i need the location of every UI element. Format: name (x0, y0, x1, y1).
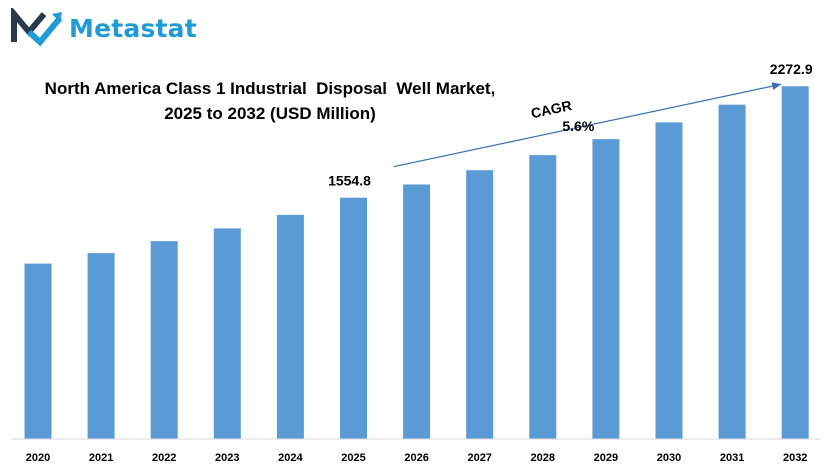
data-labels: 1554.8 2272.9 (328, 61, 813, 188)
x-tick-label-2032: 2032 (783, 452, 807, 464)
cagr-arrow-line (393, 83, 782, 168)
x-tick-labels: 2020 2021 2022 2023 2024 2025 2026 2027 2028 2029… (26, 452, 808, 464)
bar-2021 (87, 253, 115, 439)
x-tick-label-2030: 2030 (657, 452, 681, 464)
brand-name: Metastat (69, 13, 197, 43)
x-tick-label-2024: 2024 (278, 452, 303, 464)
x-tick-label-2028: 2028 (531, 452, 555, 464)
data-label-2032: 2272.9 (770, 61, 813, 77)
bar-2023 (213, 228, 241, 439)
cagr-value: 5.6% (562, 118, 594, 134)
cagr-arrow-head (771, 82, 782, 91)
chart-title: North America Class 1 Industrial Disposa… (20, 76, 520, 126)
data-label-2025: 1554.8 (328, 173, 371, 189)
bar-2029 (592, 139, 620, 439)
bar-2025 (340, 197, 367, 439)
bar-2031 (718, 104, 746, 439)
x-tick-label-2027: 2027 (467, 452, 491, 464)
chart-title-line-1: North America Class 1 Industrial Disposa… (44, 79, 496, 98)
bar-2032 (781, 86, 809, 440)
bar-2027 (466, 170, 494, 439)
x-tick-label-2023: 2023 (215, 452, 239, 464)
metastat-logo: Metastat (10, 8, 197, 48)
bar-2024 (276, 214, 304, 439)
bar-2026 (403, 184, 431, 439)
bar-2020 (24, 263, 52, 439)
x-tick-label-2025: 2025 (341, 452, 365, 464)
chart-title-line-2: 2025 to 2032 (USD Million) (164, 104, 376, 123)
bar-2028 (529, 155, 557, 439)
metastat-logo-icon (11, 8, 63, 47)
x-tick-label-2026: 2026 (404, 452, 428, 464)
bar-2030 (655, 122, 683, 439)
x-tick-label-2029: 2029 (594, 452, 618, 464)
x-tick-label-2021: 2021 (89, 452, 113, 464)
x-tick-label-2031: 2031 (720, 452, 744, 464)
bar-2022 (150, 241, 178, 439)
x-tick-label-2020: 2020 (26, 452, 50, 464)
bars-group (24, 86, 809, 440)
x-tick-label-2022: 2022 (152, 452, 176, 464)
